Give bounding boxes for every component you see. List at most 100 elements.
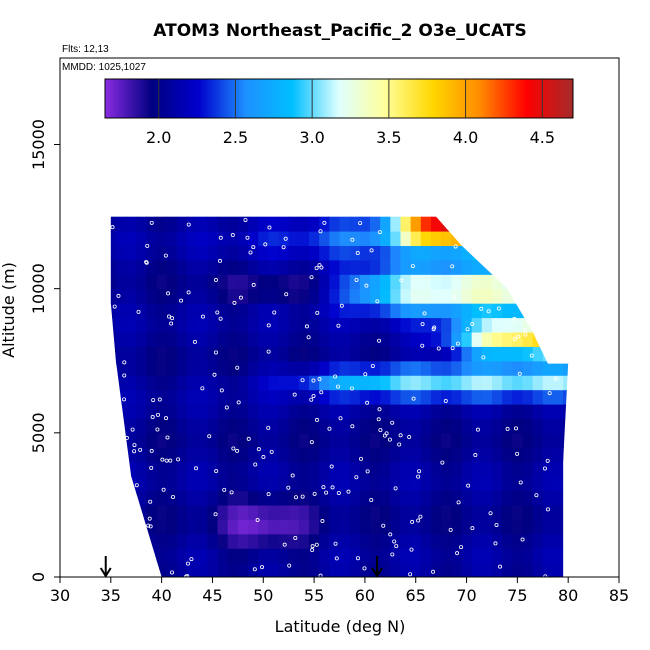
curtain-cell [207,404,219,420]
curtain-cell [380,476,391,492]
curtain-cell [573,375,584,390]
curtain-cell [491,533,503,549]
curtain-cell [115,245,127,261]
curtain-cell [481,231,493,247]
curtain-cell [420,432,432,448]
curtain-cell [349,331,361,347]
curtain-cell [522,231,534,247]
curtain-cell [552,216,564,232]
observation-point [218,316,223,321]
observation-point [149,448,154,453]
curtain-cell [329,461,341,477]
curtain-cell [197,303,208,319]
observation-point [398,433,403,438]
curtain-cell [187,231,198,247]
curtain-cell [522,533,534,549]
curtain-cell [441,476,452,492]
curtain-cell [552,432,564,448]
curtain-cell [217,504,229,520]
y-tick-label: 5000 [29,412,48,453]
curtain-cell [542,519,554,535]
curtain-cell [542,461,554,477]
curtain-cell [126,533,137,549]
curtain-cell [126,288,137,304]
observation-point [452,295,457,300]
curtain-cell [573,418,584,433]
x-tick-label: 40 [151,586,171,605]
curtain-cell [532,447,544,463]
curtain-cell [420,461,432,477]
curtain-cell [268,288,280,304]
curtain-cell [197,375,208,391]
observation-point [149,465,154,470]
curtain-cell [136,389,147,405]
curtain-cell [126,490,137,506]
curtain-cell [552,476,564,492]
curtain-cell [563,447,569,463]
curtain-cell [156,461,168,477]
observation-point [213,350,218,355]
curtain-cell [268,432,280,448]
curtain-cell [573,534,584,549]
x-tick-label: 50 [253,586,273,605]
curtain-cell [288,375,300,391]
curtain-cell [461,490,473,506]
colorbar-tick-label: 4.0 [453,128,478,147]
curtain-cell [288,274,300,290]
observation-point [327,426,332,431]
observation-point [333,374,338,379]
observation-point [164,416,169,421]
curtain-cell [217,548,229,564]
observation-point [330,485,335,490]
curtain-cell [430,490,442,506]
curtain-cell [115,519,127,535]
observation-point [266,323,271,328]
curtain-cell [532,375,544,391]
curtain-cell [502,504,513,520]
observation-point [217,258,222,263]
curtain-cell [491,303,503,319]
curtain-cell [491,490,503,506]
curtain-cell [329,216,341,232]
curtain-cell [237,404,249,420]
curtain-cell [166,432,178,448]
curtain-cell [227,317,239,333]
curtain-cell [176,259,188,275]
curtain-cell [400,447,412,463]
curtain-cell [110,548,117,564]
curtain-cell [156,288,168,304]
curtain-cell [522,519,534,535]
curtain-cell [522,461,534,477]
curtain-cell [339,504,351,520]
curtain-cell [278,389,290,405]
curtain-cell [278,360,290,376]
curtain-cell [227,562,239,578]
curtain-cell [390,360,402,376]
curtain-cell [298,519,310,535]
curtain-cell [126,418,137,434]
curtain-cell [481,360,493,376]
curtain-cell [563,476,569,492]
curtain-cell [552,389,564,405]
curtain-cell [563,317,569,333]
curtain-cell [380,548,391,564]
curtain-cell [502,447,513,463]
curtain-cell [227,259,239,275]
curtain-cell [126,331,137,347]
curtain-cell [176,389,188,405]
curtain-cell [319,288,330,304]
curtain-cell [369,375,381,391]
curtain-cell [471,346,483,362]
curtain-cell [298,389,310,405]
curtain-cell [512,447,524,463]
curtain-cell [217,562,229,578]
curtain-cell [380,461,391,477]
curtain-cell [359,432,371,448]
curtain-cell [451,418,463,434]
observation-point [282,542,287,547]
curtain-cell [110,533,117,549]
curtain-cell [420,533,432,549]
curtain-cell [441,389,452,405]
curtain-cell [298,476,310,492]
curtain-cell [115,548,127,564]
